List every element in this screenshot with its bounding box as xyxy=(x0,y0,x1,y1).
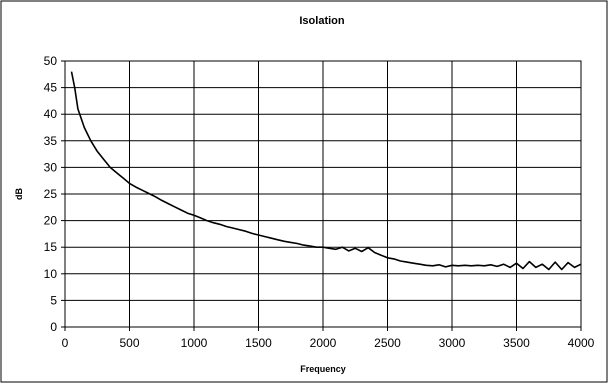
y-tick-label: 0 xyxy=(50,320,57,334)
y-tick-label: 40 xyxy=(44,107,58,121)
y-tick-label: 50 xyxy=(44,54,58,68)
y-tick-label: 25 xyxy=(44,187,58,201)
x-tick-label: 2500 xyxy=(374,336,401,350)
y-tick-label: 20 xyxy=(44,214,58,228)
y-tick-label: 5 xyxy=(50,293,57,307)
x-tick-label: 4000 xyxy=(568,336,595,350)
x-tick-label: 2000 xyxy=(310,336,337,350)
y-axis-label: dB xyxy=(14,188,24,200)
y-tick-label: 35 xyxy=(44,134,58,148)
x-axis-label: Frequency xyxy=(300,364,346,374)
y-tick-label: 15 xyxy=(44,240,58,254)
x-tick-label: 500 xyxy=(119,336,139,350)
series-group xyxy=(70,71,582,271)
x-axis-tick-labels: 0 500 1000 1500 2000 2500 3000 3500 4000 xyxy=(62,327,595,350)
y-tick-label: 30 xyxy=(44,160,58,174)
x-tick-label: 1000 xyxy=(181,336,208,350)
x-tick-label: 3500 xyxy=(503,336,530,350)
series-line-1 xyxy=(70,71,582,271)
y-axis-tick-labels: 0 5 10 15 20 25 30 35 40 45 50 xyxy=(44,54,65,334)
x-tick-label: 1500 xyxy=(245,336,272,350)
chart-title: Isolation xyxy=(299,15,345,27)
y-tick-label: 45 xyxy=(44,81,58,95)
y-tick-label: 10 xyxy=(44,267,58,281)
x-tick-label: 0 xyxy=(62,336,69,350)
x-tick-label: 3000 xyxy=(439,336,466,350)
